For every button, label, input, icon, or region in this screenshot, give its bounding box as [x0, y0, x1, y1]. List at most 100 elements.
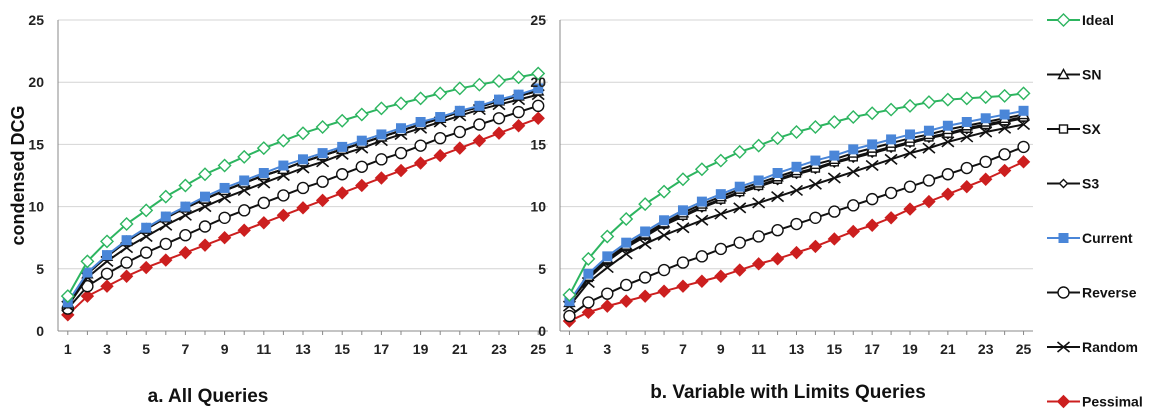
legend-item-reverse: Reverse — [1047, 285, 1137, 301]
point-pessimal — [770, 252, 785, 266]
point-reverse — [1017, 140, 1030, 154]
point-pessimal — [433, 148, 447, 163]
point-current — [734, 181, 745, 192]
point-reverse — [582, 296, 595, 309]
series-sn — [61, 84, 545, 309]
y-tick-label: 10 — [530, 199, 546, 215]
point-reverse — [979, 155, 992, 169]
point-ideal — [997, 88, 1012, 103]
point-reverse — [257, 196, 270, 210]
point-pessimal — [808, 239, 823, 254]
point-reverse — [733, 236, 746, 249]
point-reverse — [620, 278, 633, 292]
point-current — [141, 222, 152, 233]
point-ideal — [827, 115, 842, 129]
legend-marker-reverse — [1057, 286, 1070, 299]
point-pessimal — [355, 178, 369, 193]
point-current — [180, 201, 191, 212]
legend-label: Current — [1082, 230, 1133, 246]
point-reverse — [601, 287, 614, 300]
point-ideal — [751, 138, 766, 153]
point-ideal — [959, 91, 974, 106]
point-reverse — [809, 211, 822, 224]
y-tick-label: 25 — [530, 12, 546, 28]
legend-label: S3 — [1082, 176, 1099, 192]
point-reverse — [638, 271, 652, 284]
legend-item-sn: SN — [1047, 67, 1101, 83]
point-current — [696, 196, 707, 207]
point-pessimal — [676, 279, 690, 293]
point-reverse — [159, 237, 173, 251]
point-pessimal — [237, 223, 251, 237]
point-random — [733, 202, 747, 214]
point-current — [923, 125, 934, 136]
point-reverse — [453, 125, 466, 139]
x-tick-label: 19 — [413, 341, 429, 357]
point-ideal — [158, 189, 173, 204]
point-current — [677, 205, 688, 216]
point-current — [659, 215, 670, 226]
panel-title: b. Variable with Limits Queries — [650, 382, 926, 403]
point-random — [808, 178, 822, 190]
point-pessimal — [198, 238, 212, 252]
point-ideal — [713, 153, 728, 168]
point-ideal — [600, 229, 615, 244]
point-ideal — [921, 95, 936, 110]
point-ideal — [638, 197, 653, 212]
point-current — [810, 155, 821, 166]
point-ideal — [100, 234, 114, 249]
point-current — [415, 117, 426, 128]
point-ideal — [694, 162, 709, 177]
point-current — [848, 144, 859, 155]
point-reverse — [139, 246, 153, 259]
point-ideal — [619, 212, 634, 227]
point-reverse — [695, 250, 709, 263]
point-pessimal — [695, 274, 709, 288]
x-tick-label: 17 — [864, 341, 880, 357]
point-current — [219, 182, 230, 193]
point-reverse — [414, 139, 427, 152]
point-pessimal — [159, 253, 173, 267]
point-ideal — [80, 254, 95, 269]
point-current — [317, 148, 328, 159]
point-ideal — [581, 251, 596, 266]
point-current — [435, 112, 446, 123]
point-ideal — [394, 96, 408, 111]
point-pessimal — [335, 186, 349, 200]
point-current — [278, 160, 289, 171]
legend-marker-sn — [1057, 68, 1070, 80]
point-reverse — [828, 205, 841, 218]
x-tick-label: 7 — [679, 341, 687, 357]
point-pessimal — [394, 163, 408, 178]
point-reverse — [120, 256, 133, 269]
x-tick-label: 17 — [374, 341, 390, 357]
point-current — [886, 134, 897, 145]
point-ideal — [770, 131, 785, 146]
series-line-sn — [568, 113, 1024, 303]
point-pessimal — [119, 269, 134, 283]
point-current — [298, 154, 308, 165]
y-tick-label: 5 — [538, 261, 546, 277]
point-pessimal — [217, 230, 232, 245]
point-reverse — [336, 168, 349, 181]
point-reverse — [394, 146, 408, 160]
point-ideal — [657, 184, 672, 199]
series-sx — [63, 86, 543, 309]
point-ideal — [60, 289, 75, 304]
legend-label: Random — [1082, 339, 1138, 355]
series-ideal — [562, 86, 1031, 302]
point-pessimal — [257, 216, 271, 230]
y-tick-label: 0 — [36, 323, 44, 339]
x-tick-label: 9 — [717, 341, 725, 357]
point-pessimal — [865, 218, 879, 232]
point-reverse — [865, 192, 879, 206]
point-random — [827, 172, 841, 184]
x-tick-label: 11 — [256, 341, 271, 357]
legend-marker-random — [1056, 341, 1071, 353]
point-reverse — [237, 204, 251, 217]
point-ideal — [472, 77, 487, 92]
series-s3 — [564, 113, 1029, 308]
point-reverse — [316, 175, 329, 188]
series-reverse — [563, 140, 1030, 323]
